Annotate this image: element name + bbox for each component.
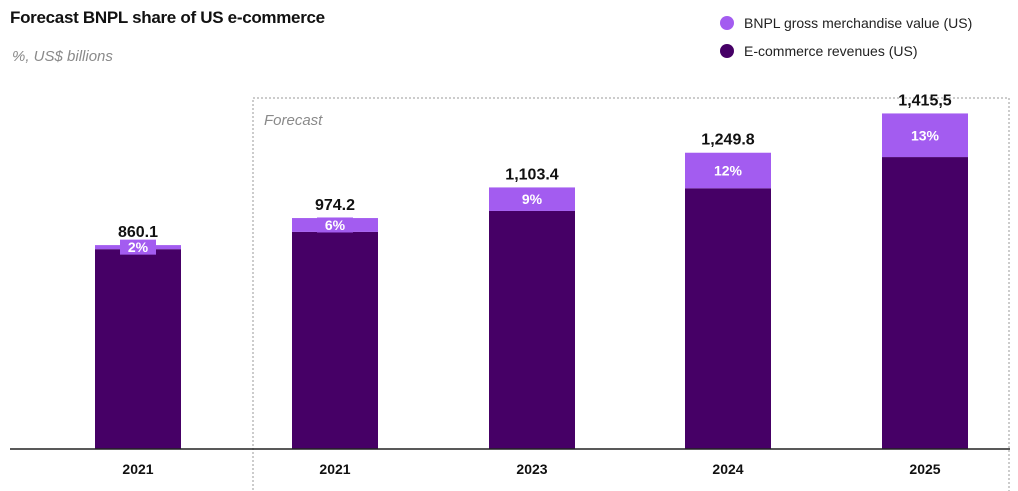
x-tick-label-3: 2024: [712, 461, 743, 477]
x-tick-label-1: 2021: [319, 461, 350, 477]
bar-bnpl-3: [685, 152, 771, 189]
total-label-3: 1,249.8: [701, 132, 754, 149]
bar-ecommerce-0: [95, 249, 181, 449]
forecast-label: Forecast: [264, 112, 323, 129]
forecast-region: [252, 97, 1010, 491]
bar-ecommerce-2: [489, 210, 575, 449]
bar-ecommerce-1: [292, 231, 378, 449]
share-label-4: 13%: [911, 127, 940, 143]
legend: BNPL gross merchandise value (US) E-comm…: [720, 12, 972, 68]
bar-bnpl-4: [882, 113, 968, 158]
legend-label-bnpl: BNPL gross merchandise value (US): [744, 15, 973, 31]
bar-ecommerce-3: [685, 188, 771, 449]
bar-ecommerce-4: [882, 157, 968, 449]
chart-subtitle: %, US$ billions: [12, 48, 113, 65]
chart-title: Forecast BNPL share of US e-commerce: [10, 8, 325, 27]
x-tick-label-0: 2021: [122, 461, 153, 477]
bar-bnpl-2: [489, 187, 575, 211]
share-label-2: 9%: [522, 191, 543, 207]
x-tick-label-4: 2025: [909, 461, 940, 477]
legend-item-bnpl: BNPL gross merchandise value (US): [720, 12, 972, 34]
share-label-bg-0: [120, 239, 156, 255]
x-tick-label-2: 2023: [516, 461, 547, 477]
legend-label-ecommerce: E-commerce revenues (US): [744, 43, 918, 59]
legend-swatch-ecommerce: [720, 44, 734, 58]
share-label-1: 6%: [325, 217, 346, 233]
share-label-bg-1: [317, 217, 353, 233]
legend-swatch-bnpl: [720, 16, 734, 30]
legend-item-ecommerce: E-commerce revenues (US): [720, 40, 972, 62]
share-label-0: 2%: [128, 239, 149, 255]
total-label-1: 974.2: [315, 197, 355, 214]
share-label-3: 12%: [714, 163, 743, 179]
total-label-2: 1,103.4: [505, 166, 558, 183]
total-label-4: 1,415,5: [898, 92, 951, 109]
total-label-0: 860.1: [118, 224, 158, 241]
